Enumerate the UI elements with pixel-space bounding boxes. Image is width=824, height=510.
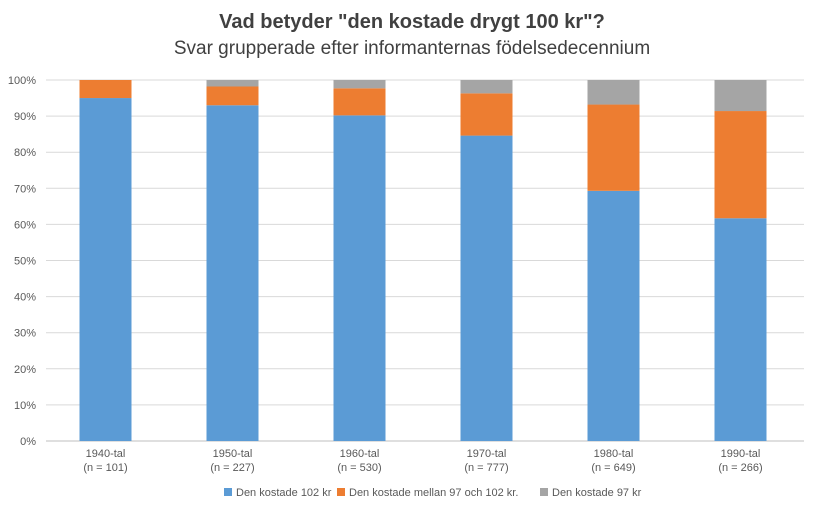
- y-tick-label: 20%: [14, 364, 36, 376]
- y-tick-label: 10%: [14, 400, 36, 412]
- bar-segment: [587, 80, 640, 105]
- y-tick-label: 80%: [14, 147, 36, 159]
- x-axis-categories: 1940-tal (n = 101) 1950-tal (n = 227) 1960-t…: [83, 448, 762, 474]
- x-category-count: (n = 649): [591, 462, 635, 474]
- bar-segment: [460, 80, 513, 94]
- legend-swatch: [337, 488, 345, 496]
- bar-segment: [206, 86, 259, 106]
- bar-segment: [333, 80, 386, 89]
- x-category-count: (n = 530): [337, 462, 381, 474]
- bar-segment: [714, 111, 767, 219]
- bars: [79, 80, 767, 442]
- x-category-count: (n = 101): [83, 462, 127, 474]
- y-tick-label: 0%: [20, 436, 36, 448]
- x-category-label: 1940-tal: [86, 448, 126, 460]
- x-category-label: 1970-tal: [467, 448, 507, 460]
- legend-label: Den kostade 102 kr: [236, 487, 332, 499]
- bar-segment: [714, 218, 767, 441]
- y-tick-label: 50%: [14, 256, 36, 268]
- bar-segment: [333, 88, 386, 116]
- bar-segment: [587, 190, 640, 441]
- y-tick-label: 40%: [14, 292, 36, 304]
- y-axis-ticks: 0% 10% 20% 30% 40% 50% 60% 70% 80% 90% 100%: [8, 75, 36, 448]
- chart-subtitle: Svar grupperade efter informanternas föd…: [174, 38, 650, 59]
- x-category-label: 1980-tal: [594, 448, 634, 460]
- bar-segment: [206, 80, 259, 87]
- y-tick-label: 90%: [14, 111, 36, 123]
- y-tick-label: 70%: [14, 183, 36, 195]
- bar-segment: [333, 115, 386, 442]
- x-category-count: (n = 777): [464, 462, 508, 474]
- chart-title: Vad betyder "den kostade drygt 100 kr"?: [219, 11, 605, 33]
- x-category-count: (n = 227): [210, 462, 254, 474]
- legend-swatch: [540, 488, 548, 496]
- bar-segment: [460, 135, 513, 441]
- bar-segment: [79, 98, 132, 442]
- legend-label: Den kostade 97 kr: [552, 487, 642, 499]
- legend-swatch: [224, 488, 232, 496]
- x-category-label: 1960-tal: [340, 448, 380, 460]
- bar-segment: [460, 93, 513, 136]
- bar-segment: [587, 104, 640, 191]
- x-category-label: 1990-tal: [721, 448, 761, 460]
- gridlines: [46, 79, 804, 442]
- y-tick-label: 30%: [14, 328, 36, 340]
- bar-segment: [79, 80, 132, 99]
- bar-segment: [206, 105, 259, 442]
- y-tick-label: 60%: [14, 219, 36, 231]
- y-tick-label: 100%: [8, 75, 36, 87]
- legend-label: Den kostade mellan 97 och 102 kr.: [349, 487, 518, 499]
- legend: Den kostade 102 kr Den kostade mellan 97 …: [224, 487, 642, 499]
- x-category-label: 1950-tal: [213, 448, 253, 460]
- bar-segment: [714, 80, 767, 112]
- x-category-count: (n = 266): [718, 462, 762, 474]
